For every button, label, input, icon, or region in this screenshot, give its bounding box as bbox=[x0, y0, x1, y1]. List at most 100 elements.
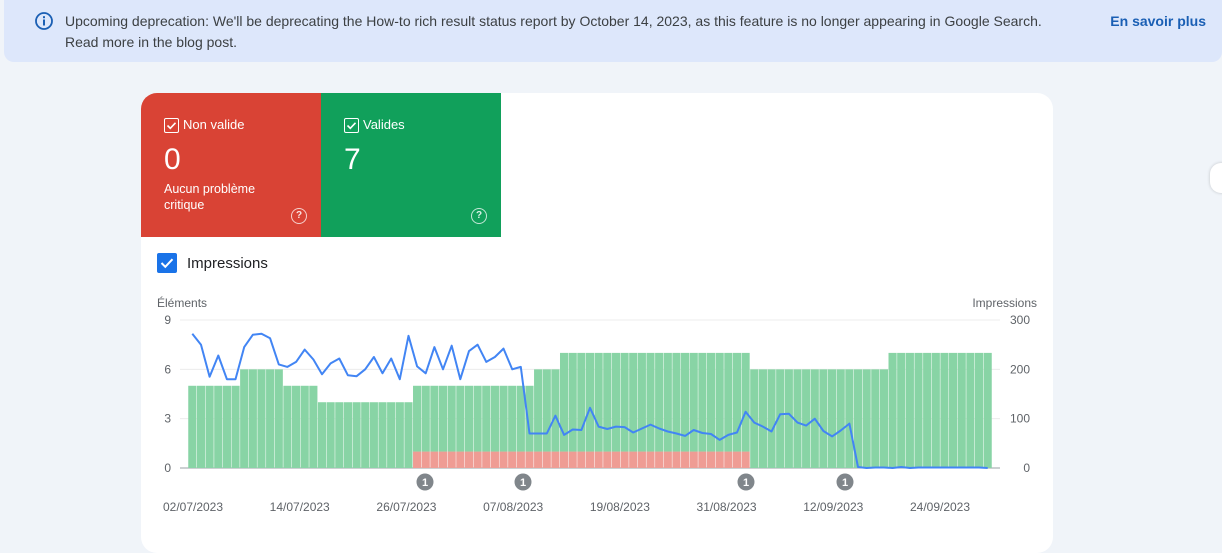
invalid-tile[interactable]: Non valide 0 Aucun problème critique ? bbox=[141, 93, 321, 237]
bar-valid bbox=[248, 369, 257, 468]
bar-valid bbox=[923, 352, 932, 468]
bar-valid bbox=[974, 352, 984, 468]
left-tick-label: 3 bbox=[164, 412, 171, 426]
annotation-marker[interactable]: 1 bbox=[737, 473, 755, 491]
impressions-label: Impressions bbox=[187, 255, 268, 272]
annotation-dot[interactable] bbox=[416, 473, 434, 491]
bar-valid bbox=[214, 385, 223, 468]
bar-valid bbox=[681, 352, 690, 452]
annotation-marker[interactable]: 1 bbox=[514, 473, 532, 491]
annotation-marker[interactable]: 1 bbox=[836, 473, 854, 491]
bar-invalid bbox=[741, 451, 750, 468]
bar-valid bbox=[784, 369, 793, 468]
bar-valid bbox=[291, 385, 301, 468]
help-icon[interactable]: ? bbox=[291, 208, 307, 224]
learn-more-link[interactable]: En savoir plus bbox=[1110, 13, 1206, 29]
bar-valid bbox=[663, 352, 672, 452]
valid-checkbox-icon[interactable] bbox=[344, 118, 359, 133]
annotation-label: 1 bbox=[520, 477, 526, 489]
bar-invalid bbox=[611, 451, 621, 468]
bar-valid bbox=[620, 352, 629, 452]
bar-valid bbox=[897, 352, 906, 468]
annotation-dot[interactable] bbox=[514, 473, 532, 491]
annotation-label: 1 bbox=[422, 477, 428, 489]
help-icon[interactable]: ? bbox=[471, 208, 487, 224]
bar-valid bbox=[222, 385, 231, 468]
left-tick-label: 0 bbox=[164, 461, 171, 475]
bar-valid bbox=[534, 369, 543, 452]
bar-valid bbox=[551, 369, 560, 452]
invalid-checkbox-icon[interactable] bbox=[164, 118, 179, 133]
bar-invalid bbox=[456, 451, 465, 468]
bar-valid bbox=[196, 385, 206, 468]
valid-label: Valides bbox=[363, 117, 405, 132]
bar-valid bbox=[482, 385, 491, 452]
bar-invalid bbox=[473, 451, 482, 468]
bar-valid bbox=[205, 385, 214, 468]
annotation-dot[interactable] bbox=[836, 473, 854, 491]
bar-invalid bbox=[482, 451, 491, 468]
bar-valid bbox=[231, 385, 240, 468]
bar-valid bbox=[525, 385, 534, 452]
bar-invalid bbox=[577, 451, 586, 468]
x-tick-label: 14/07/2023 bbox=[270, 500, 330, 514]
bar-invalid bbox=[490, 451, 499, 468]
bar-valid bbox=[879, 369, 889, 468]
bar-invalid bbox=[698, 451, 707, 468]
bar-valid bbox=[646, 352, 655, 452]
annotation-label: 1 bbox=[743, 477, 749, 489]
bar-valid bbox=[802, 369, 811, 468]
bar-valid bbox=[888, 352, 897, 468]
bar-valid bbox=[326, 402, 335, 468]
side-panel-handle[interactable] bbox=[1210, 163, 1222, 193]
bar-valid bbox=[490, 385, 499, 452]
bar-valid bbox=[577, 352, 586, 452]
bar-valid bbox=[430, 385, 439, 452]
bar-valid bbox=[559, 352, 569, 452]
bar-valid bbox=[395, 402, 404, 468]
bar-valid bbox=[603, 352, 612, 452]
bar-valid bbox=[473, 385, 482, 452]
bar-valid bbox=[257, 369, 266, 468]
bar-valid bbox=[300, 385, 309, 468]
x-tick-label: 19/08/2023 bbox=[590, 500, 650, 514]
bar-valid bbox=[188, 385, 197, 468]
bar-valid bbox=[378, 402, 387, 468]
annotation-dot[interactable] bbox=[737, 473, 755, 491]
bar-valid bbox=[689, 352, 698, 452]
bar-valid bbox=[966, 352, 975, 468]
bar-valid bbox=[387, 402, 396, 468]
bar-valid bbox=[836, 369, 845, 468]
bar-valid bbox=[767, 369, 776, 468]
impressions-checkbox-icon[interactable] bbox=[157, 253, 177, 273]
bar-valid bbox=[931, 352, 940, 468]
deprecation-banner: Upcoming deprecation: We'll be deprecati… bbox=[4, 0, 1222, 62]
valid-tile[interactable]: Valides 7 ? bbox=[321, 93, 501, 237]
bar-invalid bbox=[421, 451, 430, 468]
bar-valid bbox=[957, 352, 966, 468]
bar-invalid bbox=[646, 451, 655, 468]
annotation-marker[interactable]: 1 bbox=[416, 473, 434, 491]
bar-valid bbox=[758, 369, 767, 468]
bar-valid bbox=[862, 369, 871, 468]
bar-invalid bbox=[438, 451, 448, 468]
bar-valid bbox=[724, 352, 733, 452]
bar-invalid bbox=[689, 451, 698, 468]
bar-valid bbox=[369, 402, 378, 468]
invalid-count: 0 bbox=[164, 143, 181, 176]
bar-invalid bbox=[559, 451, 569, 468]
bar-valid bbox=[274, 369, 283, 468]
bar-valid bbox=[776, 369, 785, 468]
bar-valid bbox=[568, 352, 577, 452]
bar-valid bbox=[853, 369, 863, 468]
valid-count: 7 bbox=[344, 143, 361, 176]
bar-valid bbox=[706, 352, 716, 452]
bar-valid bbox=[750, 369, 759, 468]
bar-valid bbox=[266, 369, 275, 468]
x-tick-label: 07/08/2023 bbox=[483, 500, 543, 514]
bar-valid bbox=[949, 352, 958, 468]
bar-valid bbox=[629, 352, 638, 452]
left-axis-title: Éléments bbox=[157, 295, 207, 310]
bar-invalid bbox=[534, 451, 543, 468]
bar-valid bbox=[698, 352, 707, 452]
